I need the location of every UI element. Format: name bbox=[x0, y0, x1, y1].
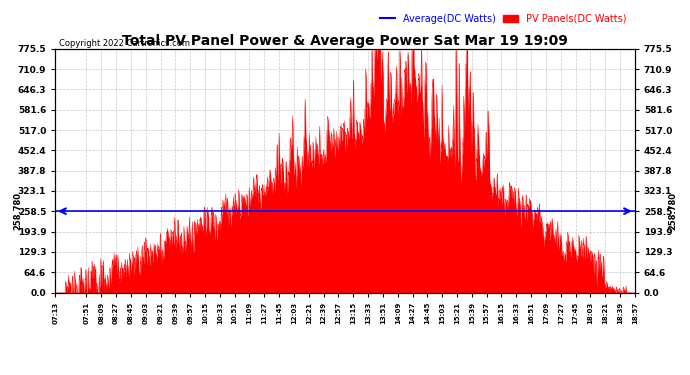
Text: Copyright 2022 Cartronics.com: Copyright 2022 Cartronics.com bbox=[59, 39, 190, 48]
Legend: Average(DC Watts), PV Panels(DC Watts): Average(DC Watts), PV Panels(DC Watts) bbox=[376, 10, 630, 27]
Text: 258.780: 258.780 bbox=[13, 192, 22, 230]
Title: Total PV Panel Power & Average Power Sat Mar 19 19:09: Total PV Panel Power & Average Power Sat… bbox=[122, 34, 568, 48]
Text: 258.780: 258.780 bbox=[668, 192, 677, 230]
